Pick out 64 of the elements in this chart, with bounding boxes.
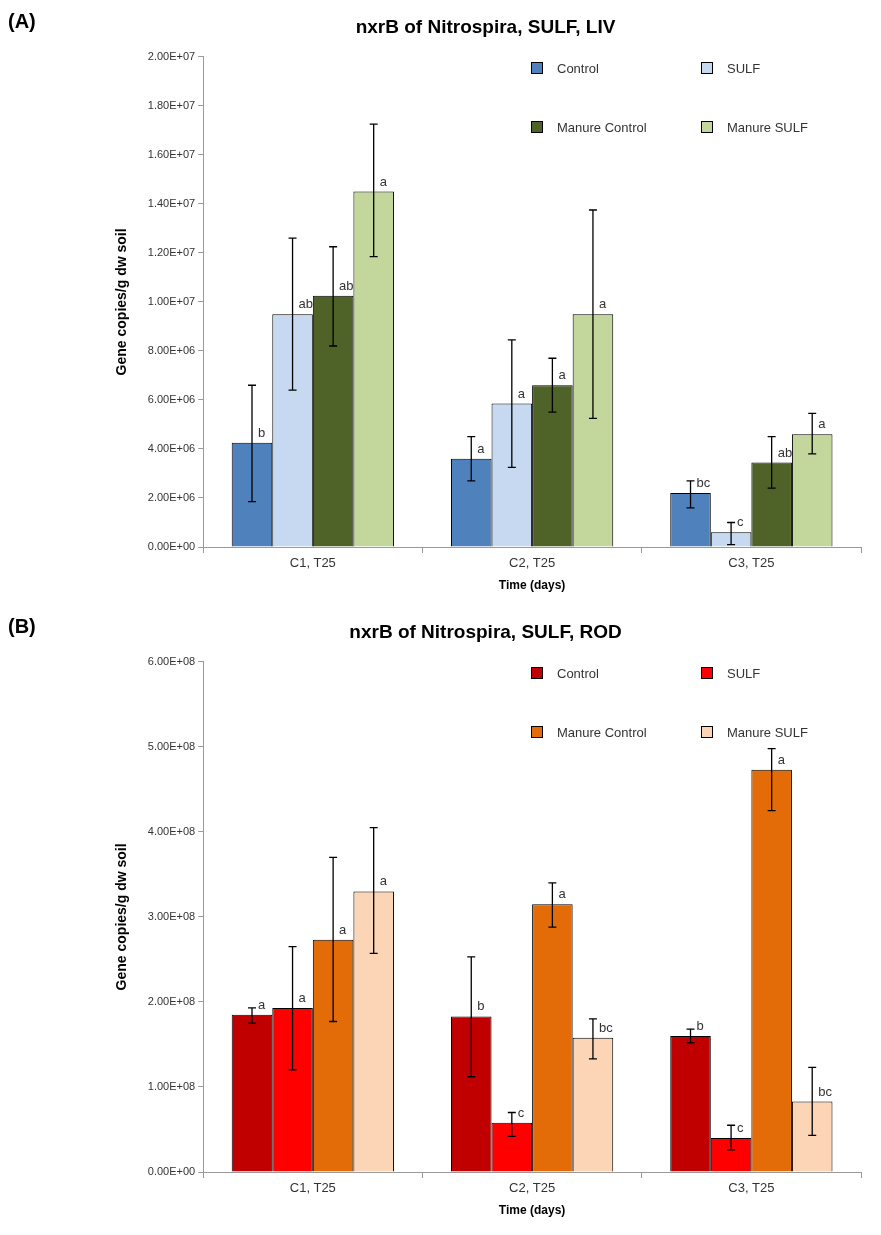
x-tick-label: C3, T25 <box>728 555 775 571</box>
y-tick-label: 1.80E+07 <box>147 98 196 111</box>
x-tick-label: C2, T25 <box>509 1180 556 1196</box>
y-tick-label: 1.40E+07 <box>147 196 196 209</box>
text: (A) <box>8 9 36 32</box>
data-label: a <box>379 873 388 889</box>
legend-label: Manure SULF <box>727 724 808 740</box>
data-label: bc <box>696 475 711 491</box>
y-tick-label: 1.00E+08 <box>147 1080 196 1092</box>
y-tick-label: 2.00E+07 <box>147 49 196 62</box>
legend-label: SULF <box>727 665 761 681</box>
data-label: a <box>558 367 567 383</box>
x-tick-label: C2, T25 <box>509 555 556 571</box>
y-tick-label: 1.60E+07 <box>147 147 196 160</box>
y-tick-label: 1.00E+07 <box>147 294 196 307</box>
legend-label: Control <box>557 60 599 76</box>
x-tick-label: C3, T25 <box>728 1180 775 1196</box>
y-axis-title: Gene copies/g dw soil <box>113 228 130 376</box>
legend-label: Manure Control <box>557 724 647 740</box>
y-tick-label: 2.00E+08 <box>147 994 196 1007</box>
text: (B) <box>8 614 36 637</box>
chart-title: nxrB of Nitrospira, SULF, LIV <box>355 15 616 37</box>
x-axis-title: Time (days) <box>498 1203 566 1218</box>
legend-label: Control <box>557 665 599 681</box>
y-tick-label: 2.00E+06 <box>147 491 196 504</box>
y-tick-label: 8.00E+06 <box>147 343 196 356</box>
y-tick-label: 0.00E+00 <box>147 540 196 553</box>
y-tick-label: 4.00E+06 <box>147 441 196 454</box>
data-label: b <box>257 424 266 440</box>
data-label: a <box>517 385 526 401</box>
x-tick-label: C1, T25 <box>289 1180 336 1196</box>
data-label: a <box>818 416 827 432</box>
data-label: a <box>477 440 486 456</box>
legend-label: Manure Control <box>557 119 647 135</box>
chart-title: nxrB of Nitrospira, SULF, ROD <box>349 620 622 642</box>
data-label: a <box>298 989 307 1005</box>
data-label: ab <box>339 277 354 293</box>
data-label: a <box>777 751 786 767</box>
data-label: a <box>379 173 388 189</box>
y-tick-label: 5.00E+08 <box>147 739 196 752</box>
data-label: bc <box>598 1019 614 1035</box>
data-label: c <box>517 1104 525 1120</box>
data-label: b <box>477 998 485 1014</box>
y-tick-label: 1.20E+07 <box>147 245 196 258</box>
data-label: a <box>558 886 567 902</box>
data-label: c <box>737 1120 745 1136</box>
data-label: a <box>339 921 348 937</box>
data-label: ab <box>298 296 314 312</box>
data-label: a <box>598 296 607 312</box>
y-tick-label: 3.00E+08 <box>147 909 196 922</box>
data-label: c <box>737 514 745 530</box>
y-tick-label: 0.00E+00 <box>147 1165 196 1178</box>
data-label: a <box>257 996 266 1012</box>
y-tick-label: 6.00E+08 <box>147 654 196 667</box>
y-tick-label: 4.00E+08 <box>147 824 196 837</box>
data-label: b <box>696 1018 704 1034</box>
y-axis-title: Gene copies/g dw soil <box>113 843 130 991</box>
legend-label: SULF <box>727 60 761 76</box>
x-tick-label: C1, T25 <box>289 555 336 571</box>
data-label: ab <box>777 444 793 460</box>
data-label: bc <box>818 1083 833 1099</box>
x-axis-title: Time (days) <box>498 578 566 593</box>
legend-label: Manure SULF <box>727 119 808 135</box>
y-tick-label: 6.00E+06 <box>147 392 196 405</box>
